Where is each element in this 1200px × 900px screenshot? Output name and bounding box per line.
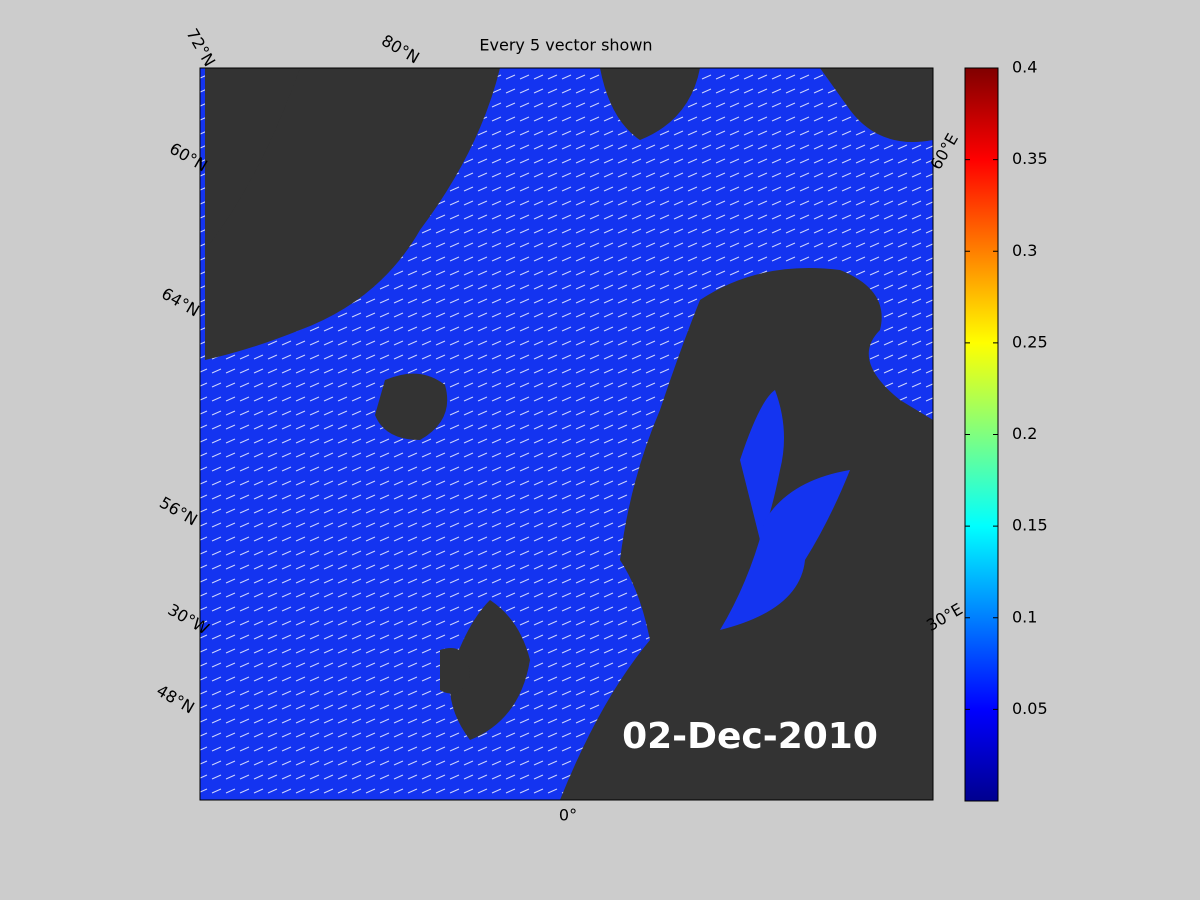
graticule-label: 56°N (156, 493, 200, 530)
sea-bothnia (740, 390, 784, 540)
colorbar-tick-label: 0.1 (1012, 607, 1037, 626)
sea-baltic (720, 470, 850, 630)
colorbar-tick-label: 0.2 (1012, 424, 1037, 443)
colorbar-axis: 0.05 0.1 0.15 0.2 0.25 0.3 0.35 0.4 (965, 58, 1048, 718)
land-scandinavia-europe (560, 268, 933, 800)
graticule-label: 0° (559, 806, 577, 825)
graticule-label: 48°N (153, 681, 197, 718)
land-ireland (440, 648, 470, 694)
land-svalbard (600, 68, 700, 140)
graticule-label: 80°N (378, 31, 422, 68)
colorbar-tick-label: 0.35 (1012, 149, 1048, 168)
colorbar-tick-label: 0.05 (1012, 699, 1048, 718)
colorbar-tick-label: 0.25 (1012, 332, 1048, 351)
map (200, 68, 933, 800)
colorbar-tick-label: 0.4 (1012, 58, 1037, 77)
map-frame (199, 67, 934, 801)
graticule-label: 72°N (183, 25, 220, 69)
colorbar-tick-label: 0.3 (1012, 241, 1037, 260)
land-britain (450, 600, 530, 740)
graticule-label: 64°N (158, 284, 202, 321)
date-label: 02-Dec-2010 (622, 716, 878, 757)
colorbar-tick-label: 0.15 (1012, 516, 1048, 535)
map-title: Every 5 vector shown (479, 36, 652, 55)
land-iceland (375, 373, 448, 440)
land-novaya (820, 68, 933, 142)
land-greenland-east (205, 68, 500, 360)
